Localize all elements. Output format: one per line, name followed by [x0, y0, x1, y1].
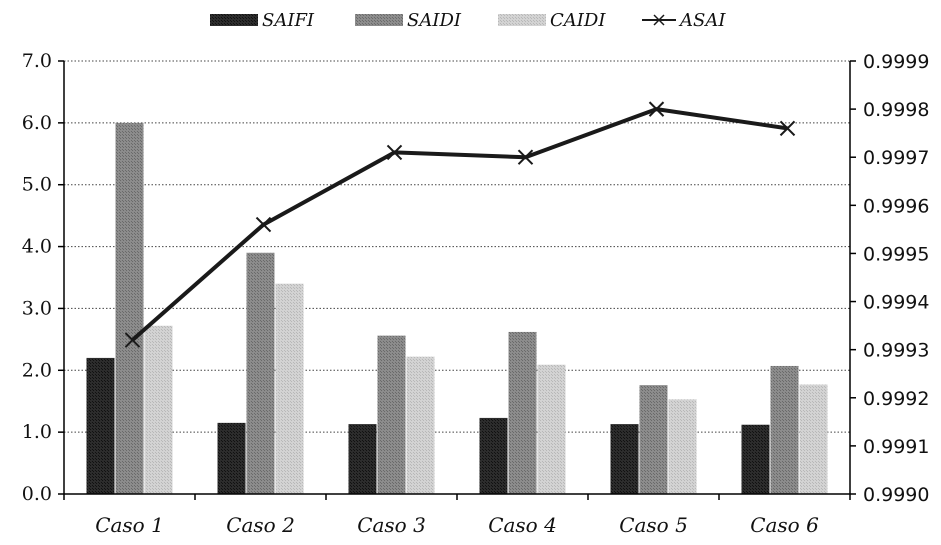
bar-caidi-2: [275, 283, 304, 494]
right-tick-label: 0.9997: [863, 147, 929, 169]
bar-caidi-5: [668, 399, 697, 494]
line-asai: [131, 107, 788, 342]
bar-saidi-3: [377, 335, 406, 494]
left-tick-label: 3.0: [22, 297, 52, 319]
right-tick-label: 0.9991: [863, 436, 929, 458]
left-tick-label: 7.0: [22, 50, 52, 72]
category-label-5: Caso 5: [619, 513, 688, 537]
left-tick-label: 2.0: [22, 359, 52, 381]
category-label-6: Caso 6: [750, 513, 819, 537]
bar-saidi-6: [770, 365, 799, 494]
gridlines: [64, 60, 850, 433]
right-tick-label: 0.9996: [863, 195, 929, 217]
right-tick-label: 0.9993: [863, 340, 929, 362]
legend-item-caidi: CAIDI: [498, 10, 606, 31]
bar-saidi-2: [246, 252, 275, 494]
point-asai-5: [648, 101, 665, 117]
legend-item-asai: ASAI: [642, 10, 726, 31]
legend-label-saidi: SAIDI: [407, 10, 462, 31]
bar-saifi-2: [217, 422, 246, 494]
bar-caidi-1: [144, 325, 173, 494]
legend-label-asai: ASAI: [678, 10, 726, 31]
left-tick-label: 4.0: [22, 236, 52, 258]
category-label-4: Caso 4: [488, 513, 557, 537]
bar-caidi-6: [799, 384, 828, 494]
right-tick-label: 0.9998: [863, 99, 929, 121]
bar-saidi-4: [508, 331, 537, 494]
bar-saifi-1: [86, 357, 115, 494]
point-asai-2: [255, 216, 272, 233]
left-tick-label: 6.0: [22, 112, 52, 134]
bar-saifi-6: [741, 424, 770, 494]
point-asai-3: [386, 144, 403, 161]
category-label-3: Caso 3: [357, 513, 426, 537]
right-tick-label: 0.9990: [863, 484, 929, 506]
category-label-1: Caso 1: [95, 513, 164, 537]
point-asai-4: [517, 149, 534, 165]
bar-saifi-3: [348, 424, 377, 494]
left-tick-label: 0.0: [22, 483, 52, 505]
legend-swatch-caidi: [498, 14, 546, 26]
right-tick-label: 0.9995: [863, 243, 929, 265]
legend-item-saidi: SAIDI: [355, 10, 462, 31]
right-tick-label: 0.9994: [863, 292, 929, 314]
bar-caidi-3: [406, 356, 435, 494]
legend-label-saifi: SAIFI: [262, 10, 315, 31]
point-asai-1: [124, 332, 141, 348]
bar-saidi-5: [639, 385, 668, 494]
bar-caidi-4: [537, 364, 566, 494]
right-tick-label: 0.9992: [863, 388, 929, 410]
bar-saifi-4: [479, 417, 508, 494]
bar-saifi-5: [610, 424, 639, 494]
point-asai-6: [779, 120, 796, 137]
legend-label-caidi: CAIDI: [550, 10, 606, 31]
bars: [86, 122, 828, 494]
left-tick-label: 5.0: [22, 174, 52, 196]
right-tick-label: 0.9999: [863, 51, 929, 73]
bar-saidi-1: [115, 122, 144, 494]
category-label-2: Caso 2: [226, 513, 295, 537]
legend: SAIFI SAIDI CAIDI ASAI: [210, 10, 726, 31]
legend-swatch-saifi: [210, 14, 258, 26]
legend-swatch-saidi: [355, 14, 403, 26]
left-tick-label: 1.0: [22, 421, 52, 443]
legend-item-saifi: SAIFI: [210, 10, 315, 31]
